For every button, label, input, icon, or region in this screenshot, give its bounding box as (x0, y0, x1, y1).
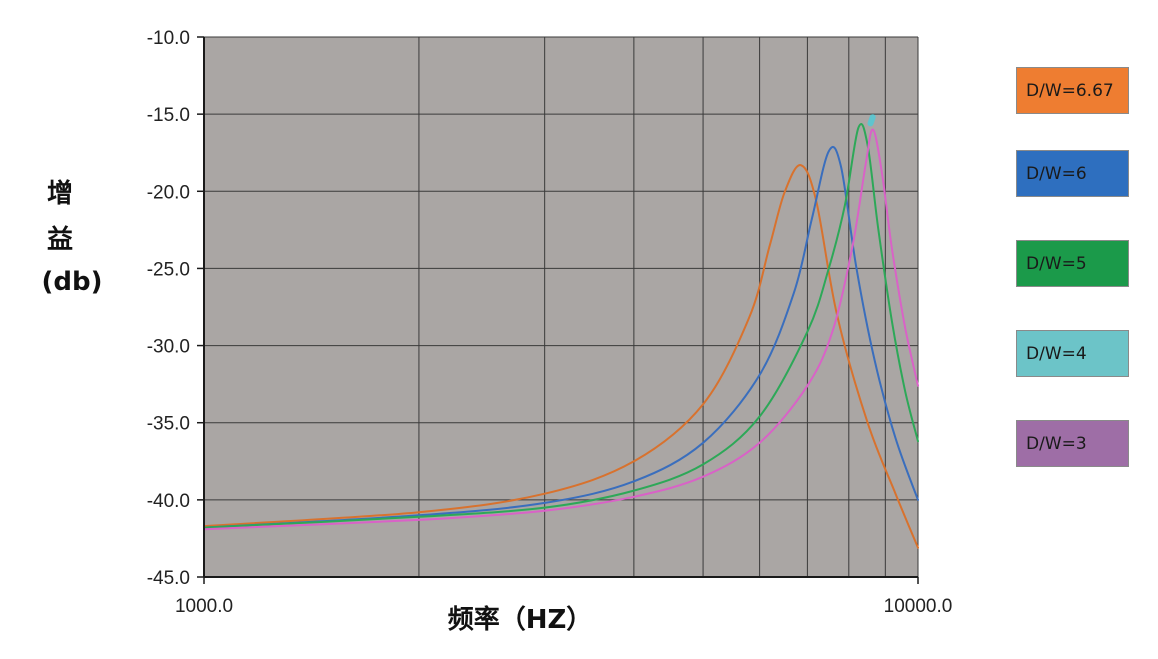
series-line-d-w-5 (203, 123, 919, 529)
grid (203, 36, 919, 578)
y-tick-label: -40.0 (147, 491, 190, 512)
series-line-d-w-3 (203, 128, 919, 531)
legend-label: D/W=5 (1026, 253, 1087, 274)
y-tick-label: -35.0 (147, 414, 190, 435)
legend-item-dw-5: D/W=5 (1016, 240, 1129, 287)
series-line-d-w-4 (867, 114, 876, 127)
y-tick-label: -45.0 (147, 568, 190, 589)
y-tick-label: -10.0 (147, 28, 190, 49)
axes (197, 36, 919, 584)
legend-label: D/W=6 (1026, 163, 1087, 184)
legend-label: D/W=6.67 (1026, 80, 1114, 101)
legend-label: D/W=3 (1026, 433, 1087, 454)
legend-item-dw-3: D/W=3 (1016, 420, 1129, 467)
legend-item-dw-6-67: D/W=6.67 (1016, 67, 1129, 114)
series-line-d-w-6 (203, 146, 919, 529)
y-tick-label: -20.0 (147, 182, 190, 203)
y-tick-label: -25.0 (147, 259, 190, 280)
x-tick-label: 10000.0 (884, 596, 953, 617)
series-layer (203, 114, 919, 549)
series-line-d-w-6-67 (203, 164, 919, 549)
legend-label: D/W=4 (1026, 343, 1087, 364)
x-axis-title: 频率（HZ） (448, 604, 593, 635)
x-tick-label: 1000.0 (175, 596, 233, 617)
plot-area (204, 37, 918, 577)
y-axis-title-line-2: 益 (47, 225, 73, 255)
legend-item-dw-6: D/W=6 (1016, 150, 1129, 197)
y-tick-label: -30.0 (147, 337, 190, 358)
tick-labels: -10.0 -15.0 -20.0 -25.0 -30.0 -35.0 -40.0 -45.0… (147, 28, 953, 617)
legend-item-dw-4: D/W=4 (1016, 330, 1129, 377)
y-axis-title-line-3: (db) (42, 267, 103, 297)
y-axis-title-line-1: 增 (47, 178, 73, 209)
y-tick-label: -15.0 (147, 105, 190, 126)
